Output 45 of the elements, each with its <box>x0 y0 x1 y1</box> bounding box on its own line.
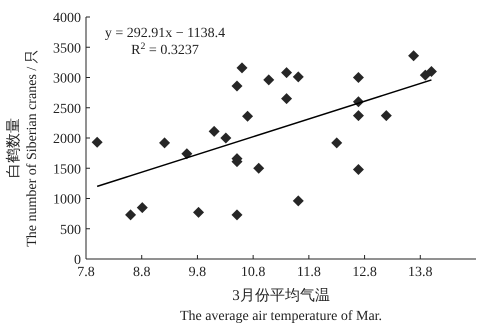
y-tick-label: 1000 <box>53 192 81 208</box>
x-tick-label: 13.8 <box>408 265 433 280</box>
y-tick-label: 0 <box>74 253 81 268</box>
x-tick-label: 8.8 <box>132 265 150 280</box>
point <box>231 80 242 92</box>
point <box>352 164 364 175</box>
y-tick-label: 500 <box>60 222 81 238</box>
annotation: R$^{2}$ = 0.3237 <box>131 40 199 58</box>
x-tick-label: 10.8 <box>240 265 266 280</box>
point <box>181 148 192 160</box>
point <box>408 50 420 62</box>
point <box>136 202 148 214</box>
point <box>380 110 392 122</box>
y-tick-label: 2500 <box>53 102 81 117</box>
point <box>193 206 204 218</box>
point <box>236 62 248 74</box>
point <box>292 71 304 82</box>
point <box>92 136 103 148</box>
x-axis-title: 3月份平均气温 The average air temperature of Mar. <box>180 287 382 324</box>
x-tick-label: 7.8 <box>77 265 95 280</box>
point <box>208 126 220 137</box>
point <box>125 209 136 220</box>
point <box>263 74 274 86</box>
y-tick-label: 1500 <box>53 162 81 178</box>
y-tick-label: 3500 <box>53 41 81 56</box>
y-tick-label: 2000 <box>53 132 81 147</box>
x-tick-label: 11.8 <box>296 265 321 280</box>
x-tick-label: 9.8 <box>188 265 206 280</box>
annotation: y = 292.91x − 1138.4 <box>104 26 226 41</box>
point <box>253 162 264 174</box>
y-axis-title: 白鹤数量 The number of Siberian cranes / 只 <box>5 49 40 247</box>
point <box>331 137 342 148</box>
point <box>352 72 364 83</box>
y-tick-label: 4000 <box>53 11 81 26</box>
x-tick-label: 12.8 <box>352 265 377 280</box>
point <box>281 93 292 104</box>
point <box>220 132 232 144</box>
point <box>292 195 304 206</box>
point <box>159 137 170 148</box>
point <box>231 209 242 220</box>
y-tick-label: 3000 <box>53 72 81 86</box>
point <box>242 110 254 122</box>
point <box>352 110 364 122</box>
point <box>426 66 437 77</box>
point <box>281 67 292 78</box>
